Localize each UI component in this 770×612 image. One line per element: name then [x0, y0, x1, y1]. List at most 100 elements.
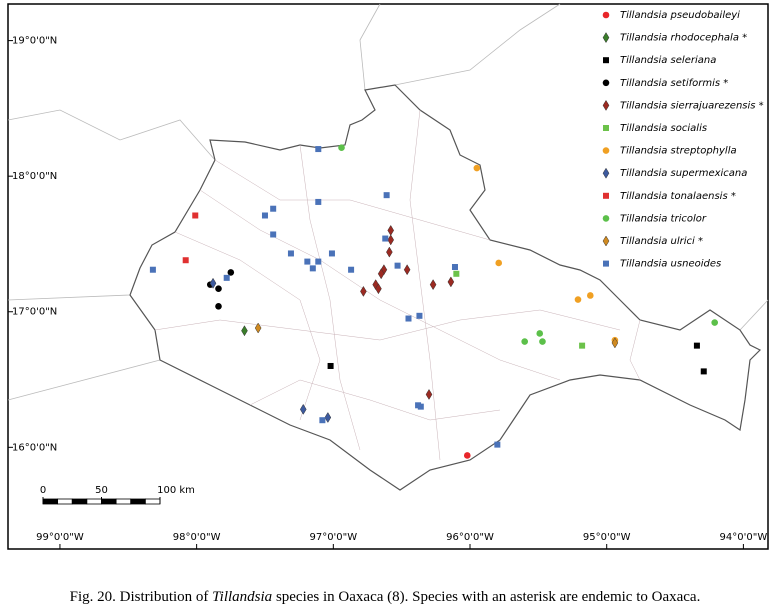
point: [394, 262, 401, 269]
legend: Tillandsia pseudobaileyi Tillandsia rhodo…: [602, 10, 764, 270]
scale-label: 50: [95, 485, 108, 496]
caption-text: species in Oaxaca (8). Species with an a…: [272, 589, 700, 605]
legend-label: Tillandsia tonalaensis *: [620, 191, 736, 202]
point: [386, 246, 393, 258]
point: [254, 322, 262, 334]
point: [380, 264, 388, 276]
scale-segment: [42, 498, 59, 505]
point: [149, 266, 156, 273]
neighbor-boundaries: [7, 3, 769, 401]
boundary: [629, 319, 641, 381]
point: [587, 292, 594, 299]
point: [463, 452, 471, 459]
point: [304, 258, 311, 265]
y-tick-label: 17°0'0"N: [12, 307, 57, 318]
point: [315, 146, 322, 153]
point: [319, 417, 326, 424]
boundary: [214, 159, 491, 241]
x-tick-label: 94°0'0"W: [720, 532, 768, 543]
legend-label: Tillandsia ulrici *: [620, 236, 703, 247]
species-points: [463, 452, 471, 459]
x-tick-label: 95°0'0"W: [583, 532, 631, 543]
point: [309, 265, 316, 272]
species-points: [327, 342, 707, 375]
y-tick-label: 16°0'0"N: [12, 442, 57, 453]
point: [192, 212, 199, 219]
legend-marker: [603, 260, 609, 267]
species-points: [149, 146, 501, 448]
legend-label: Tillandsia supermexicana: [620, 168, 747, 179]
point: [539, 338, 546, 345]
point: [227, 269, 235, 276]
scale-segment: [57, 498, 73, 505]
species-points: [207, 269, 235, 310]
state-line: [7, 109, 216, 161]
legend-label: Tillandsia pseudobaileyi: [620, 10, 740, 21]
x-tick-label: 96°0'0"W: [446, 532, 494, 543]
boundary: [299, 144, 361, 451]
species-points: [241, 325, 248, 337]
point: [348, 266, 355, 273]
point: [360, 285, 367, 297]
state-line: [7, 294, 131, 301]
point: [693, 342, 700, 349]
caption: Fig. 20. Distribution of Tillandsia spec…: [70, 589, 701, 605]
point: [453, 270, 460, 277]
scale-label: 100 km: [157, 485, 195, 496]
scale-bar: 0 50 100 km: [40, 485, 195, 505]
legend-marker: [602, 32, 610, 44]
point: [387, 234, 395, 246]
legend-marker: [602, 147, 610, 154]
y-tick-label: 18°0'0"N: [12, 171, 57, 182]
oaxaca-outline: [129, 84, 762, 491]
municipal-boundaries: [154, 109, 641, 461]
point: [223, 274, 230, 281]
point: [425, 388, 433, 400]
point: [338, 144, 345, 152]
boundary: [154, 309, 621, 341]
x-tick-label: 98°0'0"W: [173, 532, 221, 543]
point: [403, 264, 411, 276]
legend-label: Tillandsia sierrajuarezensis *: [620, 100, 764, 111]
legend-marker: [602, 79, 610, 87]
point: [382, 235, 389, 242]
scale-segment: [71, 498, 88, 505]
point: [494, 441, 501, 448]
point: [700, 368, 707, 375]
point: [328, 250, 335, 257]
x-tick-label: 97°0'0"W: [309, 532, 357, 543]
point: [405, 315, 412, 322]
point: [451, 264, 458, 271]
state-line: [739, 299, 769, 331]
legend-label: Tillandsia socialis: [620, 123, 707, 134]
point: [270, 205, 277, 212]
point: [416, 312, 423, 319]
y-tick-label: 19°0'0"N: [12, 36, 57, 47]
point: [375, 283, 382, 295]
point: [327, 362, 334, 369]
point: [521, 338, 528, 345]
point: [270, 231, 277, 238]
scale-segment: [101, 498, 117, 505]
point: [377, 268, 385, 280]
x-tick-label: 99°0'0"W: [36, 532, 84, 543]
point: [495, 259, 503, 267]
point: [315, 198, 322, 205]
point: [611, 337, 619, 349]
point: [209, 277, 217, 289]
species-points: [453, 270, 586, 349]
legend-marker: [602, 167, 610, 179]
point: [261, 212, 268, 219]
species-points: [182, 212, 199, 264]
species-points: [254, 322, 619, 349]
state-line: [7, 359, 161, 401]
boundary: [409, 109, 441, 461]
state-line: [359, 3, 381, 91]
point: [417, 403, 424, 410]
point: [241, 325, 248, 337]
scale-label: 0: [40, 485, 46, 496]
point: [711, 319, 718, 326]
legend-marker: [602, 215, 610, 222]
boundary: [174, 231, 321, 421]
